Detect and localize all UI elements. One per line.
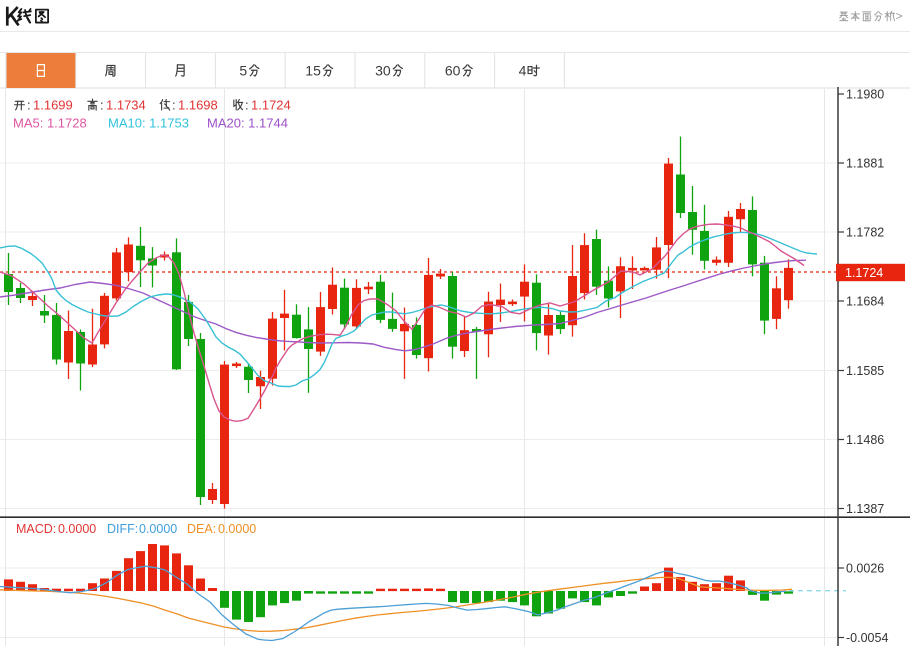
- svg-text:DIFF:: DIFF:: [107, 522, 138, 536]
- svg-text:1.1699: 1.1699: [33, 98, 73, 113]
- svg-text::: :: [27, 98, 31, 113]
- svg-text:0.0026: 0.0026: [846, 562, 884, 576]
- svg-text:1.1585: 1.1585: [846, 364, 884, 378]
- svg-text:4: 4: [519, 63, 527, 79]
- svg-text:1.1782: 1.1782: [846, 226, 884, 240]
- svg-text:0.0000: 0.0000: [139, 522, 177, 536]
- svg-text:MA10: 1.1753: MA10: 1.1753: [108, 116, 189, 131]
- svg-text::: :: [100, 98, 104, 113]
- svg-text:1.1881: 1.1881: [846, 157, 884, 171]
- svg-text:MACD:: MACD:: [16, 522, 56, 536]
- svg-text:1.1387: 1.1387: [846, 502, 884, 516]
- svg-text:>: >: [896, 9, 903, 23]
- svg-text:0.0000: 0.0000: [58, 522, 96, 536]
- svg-text:1.1724: 1.1724: [251, 98, 291, 113]
- svg-text:MA20: 1.1744: MA20: 1.1744: [207, 116, 288, 131]
- svg-text:-0.0054: -0.0054: [846, 631, 888, 645]
- svg-text:5: 5: [239, 63, 247, 79]
- svg-text:1.1698: 1.1698: [178, 98, 218, 113]
- svg-text:1.1724: 1.1724: [845, 266, 883, 280]
- svg-text:30: 30: [375, 63, 391, 79]
- svg-text:MA5: 1.1728: MA5: 1.1728: [13, 116, 87, 131]
- svg-text:1.1486: 1.1486: [846, 433, 884, 447]
- svg-text:DEA:: DEA:: [187, 522, 216, 536]
- svg-text::: :: [245, 98, 249, 113]
- svg-text:60: 60: [445, 63, 461, 79]
- svg-text:1.1980: 1.1980: [846, 88, 884, 102]
- svg-text:1.1734: 1.1734: [106, 98, 146, 113]
- svg-text:1.1684: 1.1684: [846, 295, 884, 309]
- svg-text:0.0000: 0.0000: [218, 522, 256, 536]
- svg-text::: :: [172, 98, 176, 113]
- svg-text:15: 15: [305, 63, 321, 79]
